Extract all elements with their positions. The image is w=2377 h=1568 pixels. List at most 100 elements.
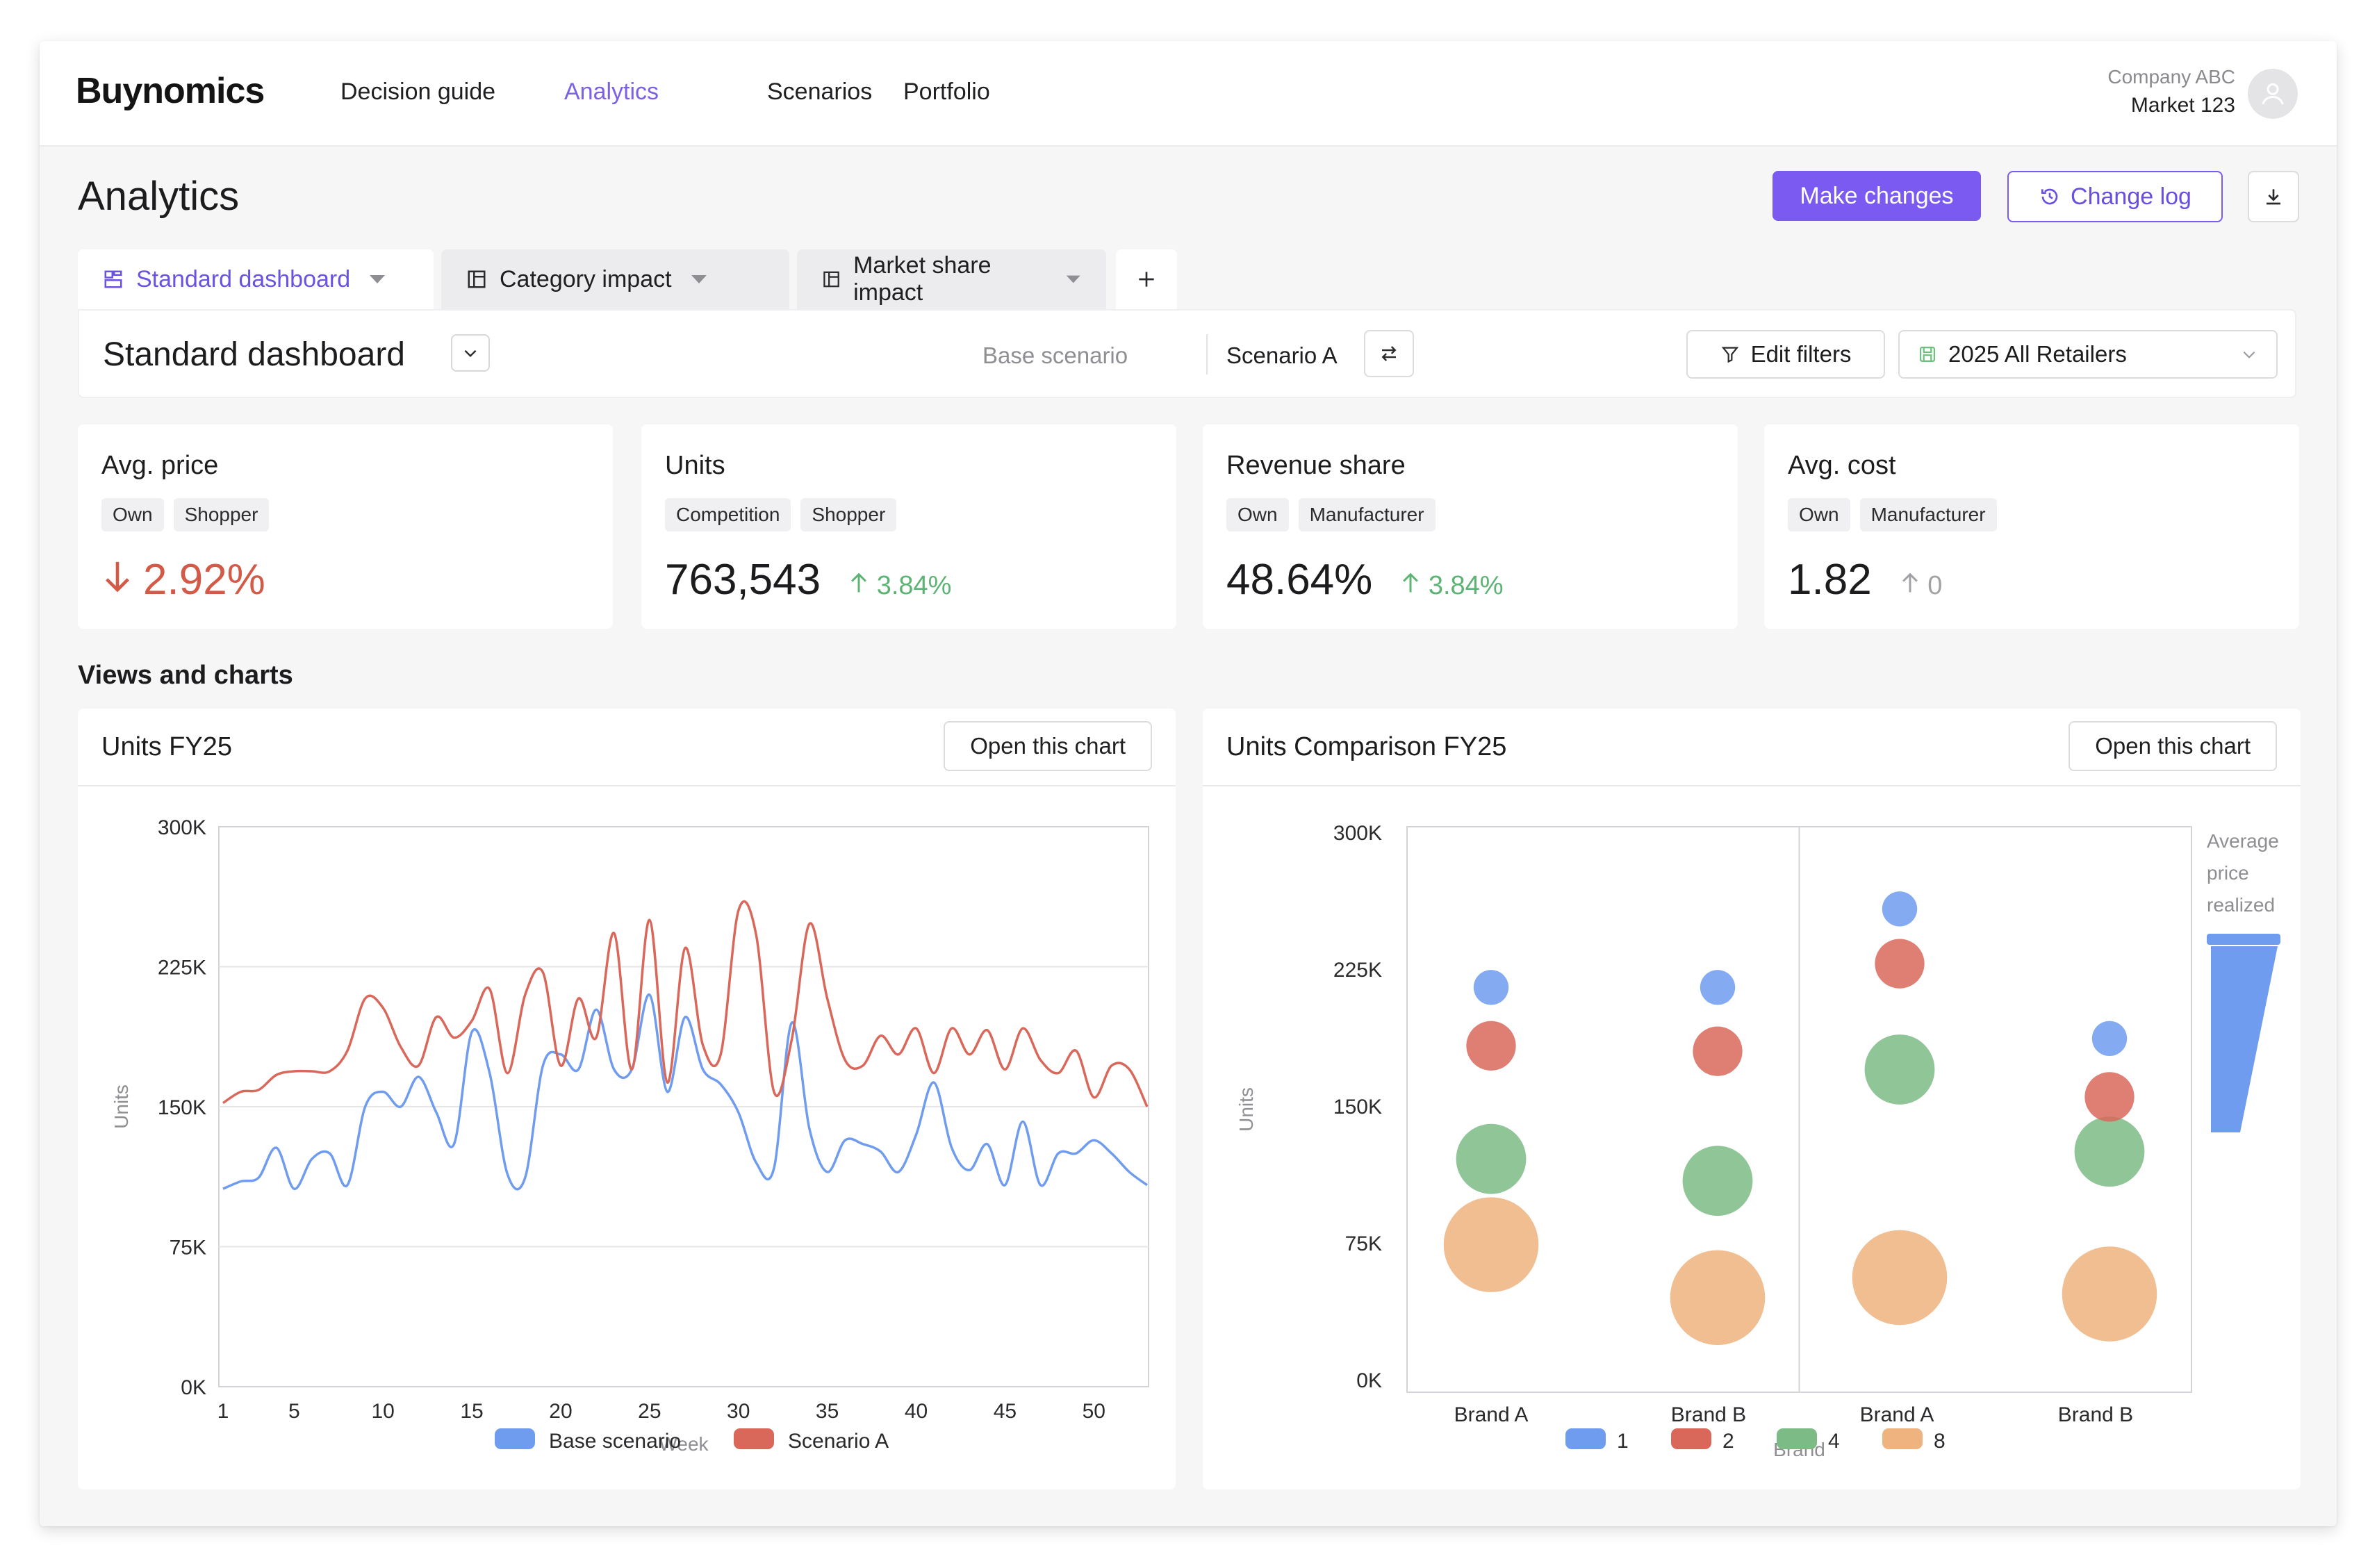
kpi-card-revenue-share[interactable]: Revenue share Own Manufacturer 48.64% 3.…: [1203, 424, 1738, 629]
bubble-size-2: [1466, 1021, 1516, 1071]
bubble-size-4: [1682, 1146, 1753, 1216]
tab-standard-dashboard[interactable]: Standard dashboard: [78, 249, 434, 309]
x-tick-label: 25: [638, 1400, 661, 1423]
kpi-value: 763,543 3.84%: [665, 555, 951, 604]
bubble-size-2: [1875, 939, 1925, 989]
nav-scenarios[interactable]: Scenarios: [767, 79, 873, 105]
legend-label: 2: [1722, 1430, 1734, 1453]
tab-label: Standard dashboard: [136, 265, 351, 292]
kpi-card-units[interactable]: Units Competition Shopper 763,543 3.84%: [641, 424, 1176, 629]
y-tick-label: 300K: [1333, 822, 1382, 845]
filter-icon: [1721, 347, 1738, 363]
legend-swatch: [1671, 1428, 1711, 1449]
x-tick-label: 30: [727, 1400, 750, 1423]
edit-filters-button[interactable]: Edit filters: [1686, 330, 1885, 379]
x-tick-label: 45: [994, 1400, 1017, 1423]
bubble-size-1: [1882, 891, 1918, 927]
tab-label: Category impact: [500, 265, 672, 292]
x-tick-label: 5: [288, 1400, 300, 1423]
tag: Shopper: [173, 498, 270, 531]
history-icon: [2041, 188, 2058, 205]
retailer-select[interactable]: 2025 All Retailers: [1898, 330, 2278, 379]
bubble-size-4: [2074, 1116, 2145, 1187]
caret-down-icon: [370, 275, 386, 283]
chart-title: Units FY25: [101, 732, 232, 761]
bubble-size-1: [1700, 970, 1736, 1005]
kpi-value-text: 2.92%: [143, 556, 265, 604]
bubble-size-8: [1670, 1250, 1766, 1346]
open-chart-button[interactable]: Open this chart: [944, 721, 1152, 771]
add-tab-button[interactable]: [1116, 249, 1177, 309]
plot-area: 0K 75K 150K 225K 300K Brand A Brand B Brand A Br…: [1235, 822, 2280, 1460]
y-tick-label: 150K: [158, 1096, 206, 1119]
bubble-size-4: [1864, 1034, 1935, 1105]
change-log-label: Change log: [2071, 183, 2191, 210]
make-changes-button[interactable]: Make changes: [1773, 171, 1981, 221]
kpi-card-avg-cost[interactable]: Avg. cost Own Manufacturer 1.82 0: [1764, 424, 2299, 629]
y-tick-label: 0K: [1356, 1369, 1382, 1392]
legend-swatch: [1882, 1428, 1923, 1449]
swap-scenarios-button[interactable]: [1364, 330, 1414, 377]
plus-icon: [1139, 272, 1154, 287]
x-tick-label: Brand A: [1860, 1403, 1934, 1426]
page-title: Analytics: [78, 174, 240, 219]
kpi-value: 1.82 0: [1788, 555, 1942, 604]
tab-category-impact[interactable]: Category impact: [441, 249, 789, 309]
nav-portfolio[interactable]: Portfolio: [903, 79, 990, 105]
tab-market-share-impact[interactable]: Market share impact: [797, 249, 1106, 309]
dashboard-menu-button[interactable]: [451, 334, 490, 372]
caret-down-icon: [691, 275, 707, 283]
kpi-tags: Own Manufacturer: [1226, 498, 1436, 531]
kpi-delta: 0: [1900, 571, 1942, 601]
tag: Manufacturer: [1298, 498, 1436, 531]
kpi-value-text: 763,543: [665, 556, 821, 604]
kpi-title: Avg. price: [101, 451, 219, 480]
x-tick-label: 20: [549, 1400, 572, 1423]
scenario-selector[interactable]: Scenario A: [1226, 343, 1338, 368]
avatar[interactable]: [2248, 69, 2298, 119]
save-icon: [1919, 346, 1936, 363]
open-chart-button[interactable]: Open this chart: [2068, 721, 2277, 771]
bubble-size-4: [1456, 1123, 1527, 1194]
y-axis-label: Units: [110, 1084, 132, 1129]
change-log-button[interactable]: Change log: [2007, 171, 2223, 222]
colorbar-label: price: [2207, 862, 2249, 884]
kpi-tags: Competition Shopper: [665, 498, 897, 531]
kpi-card-avg-price[interactable]: Avg. price Own Shopper 2.92%: [78, 424, 613, 629]
section-title: Views and charts: [78, 661, 293, 690]
download-button[interactable]: [2248, 171, 2299, 222]
base-scenario-label: Base scenario: [982, 343, 1128, 368]
tag: Manufacturer: [1859, 498, 1997, 531]
colorbar-label: realized: [2207, 894, 2275, 916]
dashboard-icon: [104, 270, 122, 288]
bubble-size-2: [2084, 1072, 2135, 1122]
colorbar-label: Average: [2207, 830, 2279, 852]
bubble-size-2: [1693, 1026, 1743, 1076]
top-navigation: Buynomics Decision guide Analytics Scena…: [40, 41, 2337, 147]
legend-label: Scenario A: [788, 1430, 889, 1453]
legend-label: 4: [1828, 1430, 1840, 1453]
dashboard-toolbar: Standard dashboard Base scenario Scenari…: [78, 309, 2296, 398]
kpi-title: Avg. cost: [1788, 451, 1896, 480]
series-line-base-scenario: [222, 993, 1149, 1191]
arrow-up-icon: [851, 572, 867, 593]
legend-label: Base scenario: [549, 1430, 681, 1453]
bubble-size-8: [1443, 1197, 1539, 1292]
logo[interactable]: Buynomics: [76, 71, 265, 111]
retailer-value: 2025 All Retailers: [1948, 341, 2127, 367]
account-info[interactable]: Company ABC Market 123: [2107, 66, 2235, 117]
kpi-delta: 3.84%: [848, 571, 951, 601]
kpi-value-text: 48.64%: [1226, 556, 1373, 604]
x-tick-label: Brand B: [1671, 1403, 1746, 1426]
nav-analytics[interactable]: Analytics: [564, 79, 659, 105]
colorbar-gradient: [2211, 946, 2278, 1132]
legend-swatch: [734, 1428, 774, 1449]
tag: Own: [1226, 498, 1289, 531]
legend-swatch: [1565, 1428, 1606, 1449]
y-tick-label: 225K: [158, 957, 206, 980]
nav-decision-guide[interactable]: Decision guide: [340, 79, 496, 105]
x-tick-label: 40: [905, 1400, 928, 1423]
tag: Competition: [665, 498, 791, 531]
